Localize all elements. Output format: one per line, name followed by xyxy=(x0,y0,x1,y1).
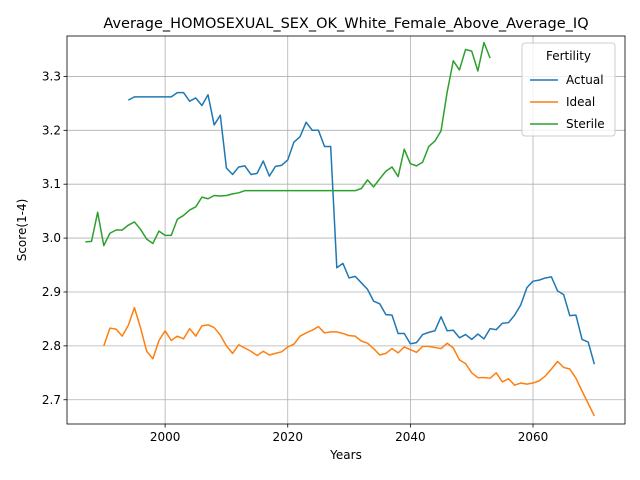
legend-label-sterile: Sterile xyxy=(566,117,605,131)
y-tick-label: 2.7 xyxy=(42,393,61,407)
x-tick-label: 2040 xyxy=(395,430,426,444)
x-tick-label: 2000 xyxy=(150,430,181,444)
y-tick-label: 3.0 xyxy=(42,231,61,245)
series-lines xyxy=(85,41,596,417)
y-tick-label: 3.1 xyxy=(42,177,61,191)
y-axis-label: Score(1-4) xyxy=(15,199,29,262)
y-tick-label: 3.2 xyxy=(42,123,61,137)
y-axis-ticks: 2.7 2.8 2.9 3.0 3.1 3.2 3.3 xyxy=(42,69,67,407)
series-line-sterile xyxy=(85,41,491,247)
y-tick-label: 3.3 xyxy=(42,69,61,83)
x-axis-ticks: 2000 2020 2040 2060 xyxy=(150,424,548,444)
legend-items: Actual Ideal Sterile xyxy=(530,73,605,131)
legend-title: Fertility xyxy=(546,49,591,63)
x-tick-label: 2060 xyxy=(518,430,549,444)
legend: Fertility Actual Ideal Sterile xyxy=(521,42,616,137)
series-line-actual xyxy=(127,91,596,365)
series-line-ideal xyxy=(103,306,596,417)
chart-title: Average_HOMOSEXUAL_SEX_OK_White_Female_A… xyxy=(103,16,588,32)
plot-frame xyxy=(66,35,626,425)
y-tick-label: 2.8 xyxy=(42,339,61,353)
x-tick-label: 2020 xyxy=(272,430,303,444)
x-axis-label: Years xyxy=(329,448,362,462)
legend-label-ideal: Ideal xyxy=(566,95,595,109)
legend-label-actual: Actual xyxy=(566,73,604,87)
y-tick-label: 2.9 xyxy=(42,285,61,299)
legend-box xyxy=(521,42,616,137)
